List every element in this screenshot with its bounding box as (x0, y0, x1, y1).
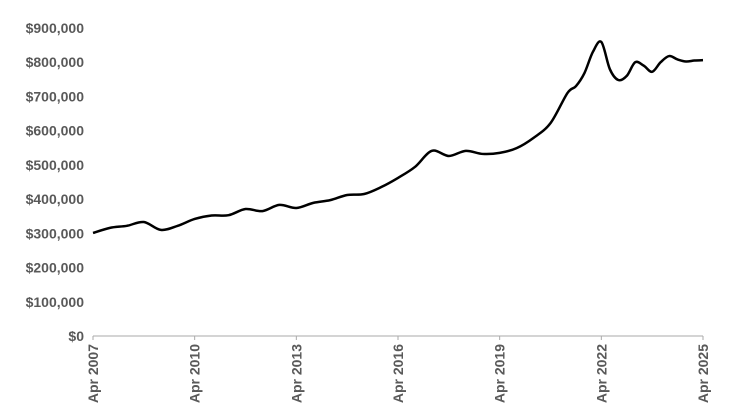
x-tick-label: Apr 2022 (593, 344, 609, 403)
x-tick-label: Apr 2025 (695, 344, 711, 403)
x-tick-label: Apr 2010 (187, 344, 203, 403)
y-tick-label: $500,000 (26, 157, 85, 173)
y-tick-label: $0 (68, 328, 84, 344)
x-tick-label: Apr 2016 (390, 344, 406, 403)
line (92, 40, 704, 235)
y-tick-label: $700,000 (26, 88, 85, 104)
y-tick-label: $800,000 (26, 54, 85, 70)
y-tick-label: $300,000 (26, 225, 85, 241)
x-tick-label: Apr 2019 (492, 344, 508, 403)
y-tick-label: $900,000 (26, 20, 85, 36)
y-tick-label: $100,000 (26, 294, 85, 310)
x-tick-label: Apr 2013 (288, 344, 304, 403)
y-tick-label: $400,000 (26, 191, 85, 207)
y-tick-label: $600,000 (26, 123, 85, 139)
x-tick-label: Apr 2007 (85, 344, 101, 403)
y-tick-label: $200,000 (26, 260, 85, 276)
